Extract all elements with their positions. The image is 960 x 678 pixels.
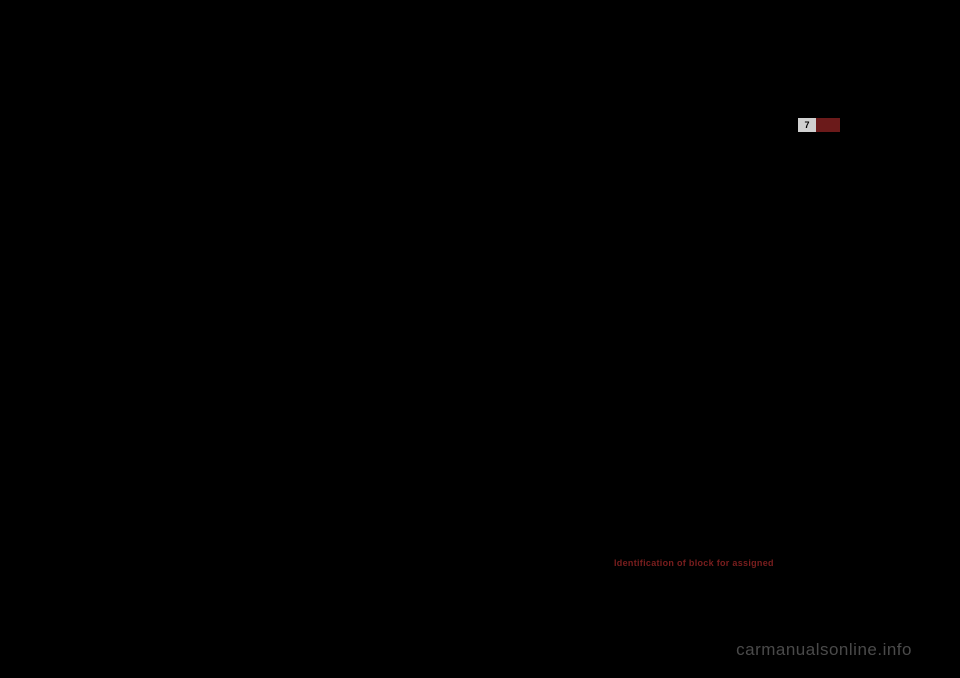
section-heading: Identification of block for assigned [614,558,774,568]
page-accent-box [816,118,840,132]
page-number-box: 7 [798,118,816,132]
page-indicator: 7 [798,118,840,132]
watermark-text: carmanualsonline.info [736,640,912,660]
